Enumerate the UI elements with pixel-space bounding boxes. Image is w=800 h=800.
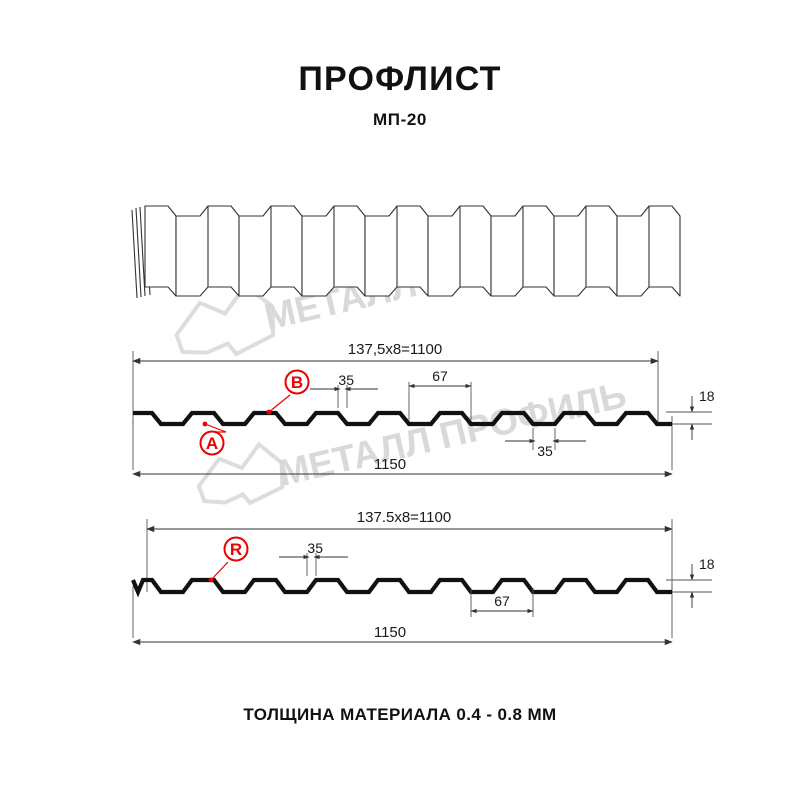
dimension-overall-top-label: 1150 [374, 456, 406, 473]
dimension-pitch-bottom: 137.5x8=1100 [146, 509, 673, 533]
dimension-rib-bottom-35-label: 35 [537, 443, 553, 459]
dimension-pitch-top-label: 137,5x8=1100 [348, 341, 442, 358]
marker-r-label: R [230, 540, 242, 559]
dimension-overall-bottom-label: 1150 [374, 624, 406, 641]
dimension-rib-top-35: 35 [310, 372, 378, 408]
profile-top-section [133, 410, 672, 427]
dimension-height-18-top-label: 18 [699, 388, 715, 404]
isometric-view [131, 205, 681, 299]
dimension-height-18-top: 18 [689, 388, 715, 440]
dimension-rib-top-35-bottom-label: 35 [307, 540, 323, 556]
marker-b[interactable]: B [266, 369, 310, 415]
profile-view-top: 137,5x8=1100 35 67 [132, 341, 715, 478]
profile-bottom-section [131, 577, 672, 598]
page-subtitle: МП-20 [373, 109, 427, 129]
marker-b-label: B [291, 373, 303, 392]
dimension-rib-top-35-label: 35 [338, 372, 354, 388]
dimension-overall-top: 1150 [132, 456, 673, 478]
dimension-height-18-bottom-label: 18 [699, 556, 715, 572]
marker-a-label: A [206, 434, 218, 453]
dimension-valley-67-top: 67 [408, 368, 472, 420]
marker-r[interactable]: R [208, 536, 249, 583]
dimension-valley-67-bottom-label: 67 [494, 593, 510, 609]
watermark-logo-bottom [196, 441, 285, 506]
dimension-valley-67-bottom: 67 [470, 588, 534, 617]
profile-view-bottom: 137.5x8=1100 35 67 [131, 509, 715, 646]
iso-corrugations [144, 205, 681, 297]
footer-note: ТОЛЩИНА МАТЕРИАЛА 0.4 - 0.8 ММ [243, 705, 557, 724]
watermark-text-bottom: МЕТАЛЛ ПРОФИЛЬ [275, 374, 631, 494]
dimension-pitch-bottom-label: 137.5x8=1100 [357, 509, 451, 526]
dimension-rib-top-35-bottom: 35 [279, 540, 348, 576]
watermark-logo-top [174, 283, 276, 357]
marker-a[interactable]: A [199, 421, 227, 456]
dimension-overall-bottom: 1150 [132, 624, 673, 646]
dimension-height-18-bottom: 18 [689, 556, 715, 608]
dimension-rib-bottom-35: 35 [505, 428, 586, 459]
page-title: ПРОФЛИСТ [298, 60, 502, 98]
dimension-pitch-top: 137,5x8=1100 [132, 341, 659, 365]
dimension-valley-67-top-label: 67 [432, 368, 448, 384]
title-block: ПРОФЛИСТ МП-20 [0, 60, 800, 130]
